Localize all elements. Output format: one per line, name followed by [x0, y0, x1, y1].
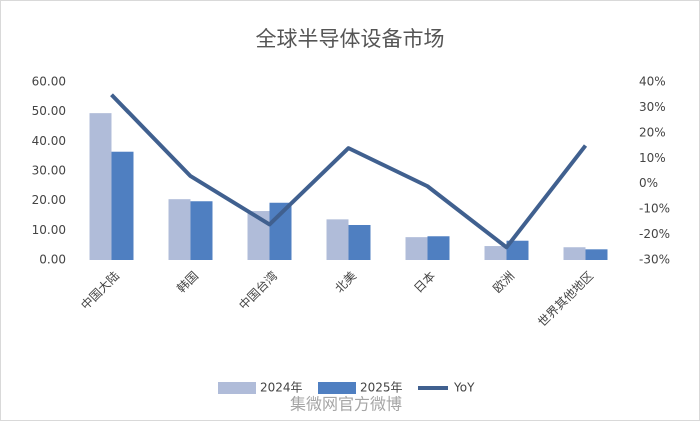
bar	[326, 219, 349, 260]
y2-tick-label: 20%	[639, 125, 666, 139]
y-tick-label: 10.00	[32, 223, 66, 237]
bar	[563, 247, 586, 260]
y-tick-label: 40.00	[32, 134, 66, 148]
line	[110, 93, 588, 250]
y-tick-label: 50.00	[32, 104, 66, 118]
y2-tick-label: 30%	[639, 100, 666, 114]
y2-tick-label: 40%	[639, 75, 666, 89]
y-tick-label: 60.00	[32, 75, 66, 89]
bar	[111, 151, 134, 260]
y2-tick-label: -20%	[639, 227, 670, 241]
y2-tick-label: -10%	[639, 202, 670, 216]
watermark: 集微网官方微博	[290, 395, 402, 414]
legend-swatch	[318, 382, 356, 394]
y2-tick-label: -30%	[639, 253, 670, 267]
bar	[585, 249, 608, 260]
bar	[484, 246, 507, 260]
bar	[506, 240, 529, 260]
legend-label: 2025年	[360, 381, 403, 395]
y-tick-label: 20.00	[32, 193, 66, 207]
legend-label: 2024年	[260, 381, 303, 395]
bar	[89, 113, 112, 261]
y2-tick-label: 10%	[639, 151, 666, 165]
bar	[168, 199, 191, 260]
bar	[405, 237, 428, 260]
y-tick-label: 0.00	[39, 253, 66, 267]
legend-label: YoY	[453, 381, 475, 395]
bar	[348, 224, 371, 260]
chart-title: 全球半导体设备市场	[256, 27, 445, 51]
bar	[427, 236, 450, 260]
bar	[190, 201, 213, 260]
y-tick-label: 30.00	[32, 164, 66, 178]
y2-tick-label: 0%	[639, 176, 658, 190]
legend-swatch	[218, 382, 256, 394]
